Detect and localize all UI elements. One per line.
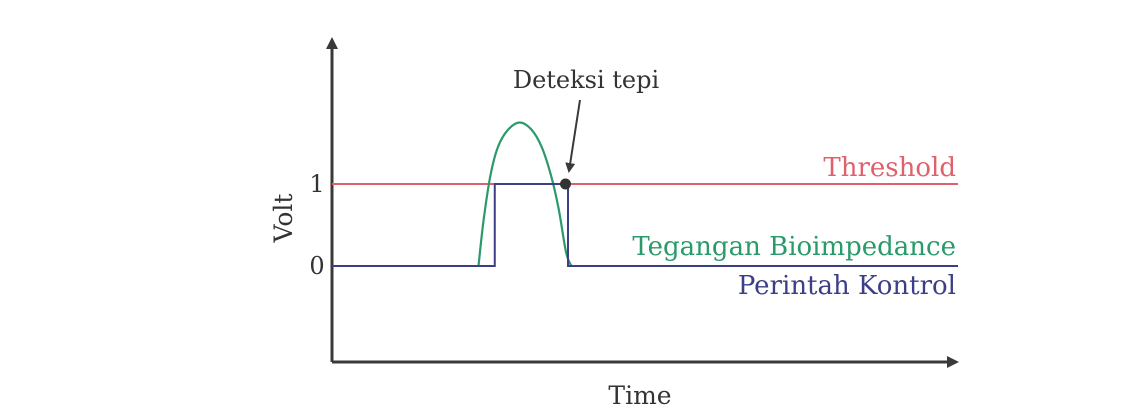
series-perintah-kontrol-line <box>332 183 958 267</box>
annotation-deteksi-tepi: Deteksi tepi <box>513 66 660 94</box>
y-axis-title: Volt <box>269 194 298 244</box>
y-tick-0: 0 <box>309 252 324 280</box>
y-tick-1: 1 <box>309 170 324 198</box>
x-axis-title: Time <box>608 381 671 410</box>
series-label-threshold: Threshold <box>823 153 956 183</box>
series-label-bioimpedance: Tegangan Bioimpedance <box>632 232 956 262</box>
annotation-arrow <box>565 99 581 173</box>
series-bioimpedance-curve <box>477 121 573 267</box>
series-layer <box>332 121 958 267</box>
series-label-perintah-kontrol: Perintah Kontrol <box>738 271 956 301</box>
edge-detection-point <box>559 178 571 190</box>
